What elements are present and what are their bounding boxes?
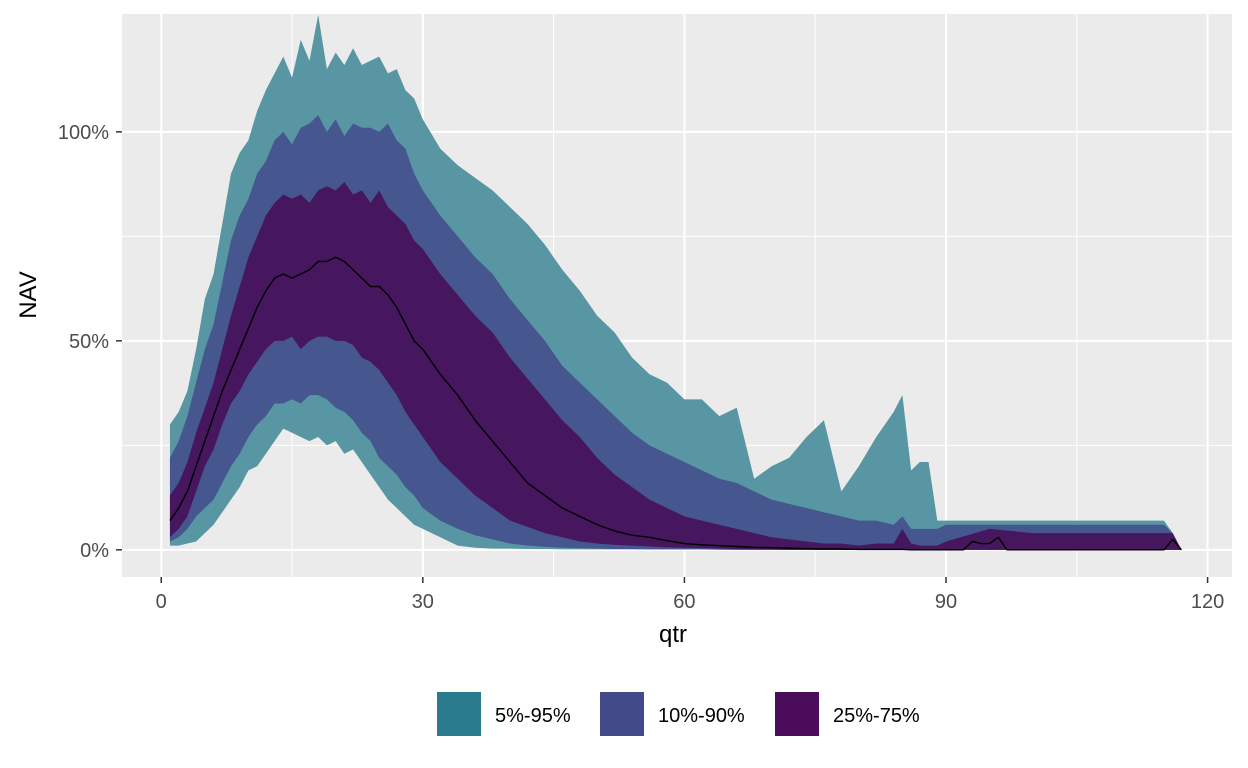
x-axis-title: qtr xyxy=(659,621,687,648)
y-tick-label: 0% xyxy=(80,540,109,562)
legend-key xyxy=(775,692,819,736)
legend: 5%-95% 10%-90% 25%-75% xyxy=(437,692,920,736)
legend-key xyxy=(437,692,481,736)
legend-key xyxy=(600,692,644,736)
median-line xyxy=(169,256,1182,551)
median-layer xyxy=(169,256,1182,551)
legend-label: 5%-95% xyxy=(495,705,571,727)
legend-label: 10%-90% xyxy=(658,705,745,727)
band-10%-90% xyxy=(169,115,1182,550)
y-axis-title: NAV xyxy=(15,271,42,319)
y-tick-label: 50% xyxy=(69,331,109,353)
x-axis-ticks: 0 30 60 90 120 xyxy=(156,577,1224,613)
x-tick-label: 0 xyxy=(156,591,167,613)
y-axis-ticks: 0% 50% 100% xyxy=(58,122,122,562)
band-25%-75% xyxy=(169,182,1182,550)
x-tick-label: 120 xyxy=(1191,591,1224,613)
x-tick-label: 30 xyxy=(412,591,434,613)
x-tick-label: 90 xyxy=(935,591,957,613)
bands xyxy=(169,14,1182,550)
y-tick-label: 100% xyxy=(58,122,109,144)
x-tick-label: 60 xyxy=(673,591,695,613)
legend-label: 25%-75% xyxy=(833,705,920,727)
